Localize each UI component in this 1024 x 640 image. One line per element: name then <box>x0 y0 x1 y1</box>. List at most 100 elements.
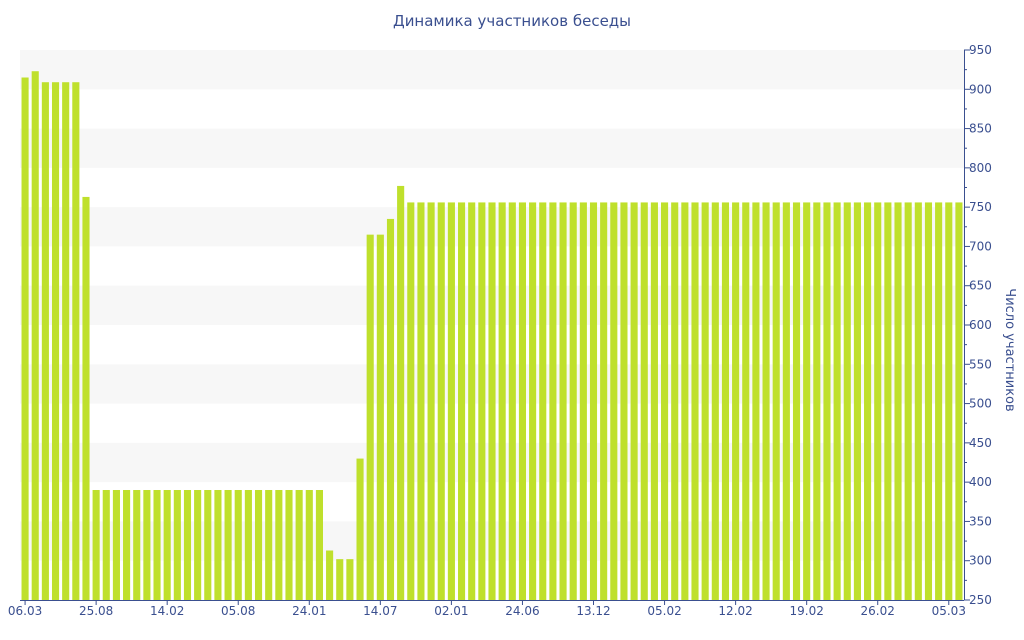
bar <box>356 458 364 600</box>
bar <box>884 202 892 600</box>
bar <box>792 202 801 600</box>
bar <box>559 202 567 600</box>
bar <box>234 490 242 600</box>
y-tick-label: 400 <box>969 475 992 489</box>
bar <box>112 490 120 600</box>
y-tick-label: 700 <box>969 239 992 253</box>
bar <box>589 202 598 600</box>
bar <box>498 202 506 600</box>
bar <box>579 202 587 600</box>
bar <box>254 490 263 600</box>
y-tick-label: 650 <box>969 279 992 293</box>
bar <box>955 202 963 600</box>
y-axis-label: Число участников <box>1002 288 1017 411</box>
bar <box>265 490 273 600</box>
x-tick-label: 14.02 <box>150 604 184 618</box>
x-tick-label: 06.03 <box>8 604 42 618</box>
chart-title: Динамика участников беседы <box>392 12 632 30</box>
bar <box>711 202 719 600</box>
bars-series <box>21 71 963 600</box>
bar <box>194 490 202 600</box>
bar <box>102 490 110 600</box>
bar <box>853 202 861 600</box>
bar <box>833 202 841 600</box>
bar <box>914 202 922 600</box>
bar <box>681 202 689 600</box>
bar <box>924 202 933 600</box>
x-tick-label: 25.08 <box>79 604 113 618</box>
bar <box>214 490 222 600</box>
bar <box>51 82 60 600</box>
bar <box>468 202 476 600</box>
bar <box>336 559 344 600</box>
bar <box>640 202 648 600</box>
y-axis: 250 300 350 400 450 500 550 600 650 700 750 800 850 9… <box>964 43 992 607</box>
x-axis: 06.03 25.08 14.02 05.08 24.01 14.07 02.01 24.06… <box>8 600 966 618</box>
bar <box>549 202 557 600</box>
bar <box>447 202 455 600</box>
x-tick-label: 26.02 <box>861 604 895 618</box>
x-tick-label: 05.03 <box>932 604 966 618</box>
x-tick-label: 13.12 <box>576 604 610 618</box>
y-tick-label: 350 <box>969 514 992 528</box>
bar <box>143 490 151 600</box>
bar <box>529 202 537 600</box>
bar <box>386 218 395 600</box>
bar <box>488 202 496 600</box>
bar <box>376 234 384 600</box>
bar <box>569 202 577 600</box>
x-tick-label: 24.01 <box>292 604 326 618</box>
bar <box>772 202 780 600</box>
bar <box>518 202 527 600</box>
bar <box>721 202 730 600</box>
y-tick-label: 900 <box>969 82 992 96</box>
bar <box>163 490 171 600</box>
bar <box>904 202 912 600</box>
bar <box>407 202 415 600</box>
y-tick-label: 600 <box>969 318 992 332</box>
bar <box>315 490 323 600</box>
bar <box>732 202 740 600</box>
bar <box>620 202 628 600</box>
bar <box>275 490 283 600</box>
y-tick-label: 300 <box>969 554 992 568</box>
bar <box>661 202 669 600</box>
bar <box>630 202 638 600</box>
bar <box>72 82 80 600</box>
y-tick-label: 550 <box>969 357 992 371</box>
x-tick-label: 14.07 <box>363 604 397 618</box>
bar <box>326 550 334 600</box>
bar <box>437 202 445 600</box>
bar <box>457 202 466 600</box>
bar <box>701 202 709 600</box>
x-tick-label: 05.08 <box>221 604 255 618</box>
bar <box>92 490 100 600</box>
bar <box>285 490 293 600</box>
bar <box>935 202 943 600</box>
bar <box>397 185 405 600</box>
bar <box>813 202 821 600</box>
bar <box>742 202 750 600</box>
bar <box>691 202 699 600</box>
bar <box>508 202 516 600</box>
bar <box>133 490 141 600</box>
bar <box>295 490 303 600</box>
y-tick-label: 800 <box>969 161 992 175</box>
bar <box>782 202 790 600</box>
x-tick-label: 02.01 <box>434 604 468 618</box>
y-tick-label: 950 <box>969 43 992 57</box>
bar <box>874 202 882 600</box>
bar <box>244 490 252 600</box>
bar <box>346 559 354 600</box>
x-tick-label: 24.06 <box>505 604 539 618</box>
bar <box>82 196 90 600</box>
bar <box>366 234 374 600</box>
bar <box>600 202 608 600</box>
bar <box>305 490 313 600</box>
bar <box>823 202 831 600</box>
grid-band <box>20 128 964 168</box>
bar <box>427 202 435 600</box>
bar <box>21 77 29 600</box>
bar <box>31 71 39 600</box>
bar <box>894 202 902 600</box>
